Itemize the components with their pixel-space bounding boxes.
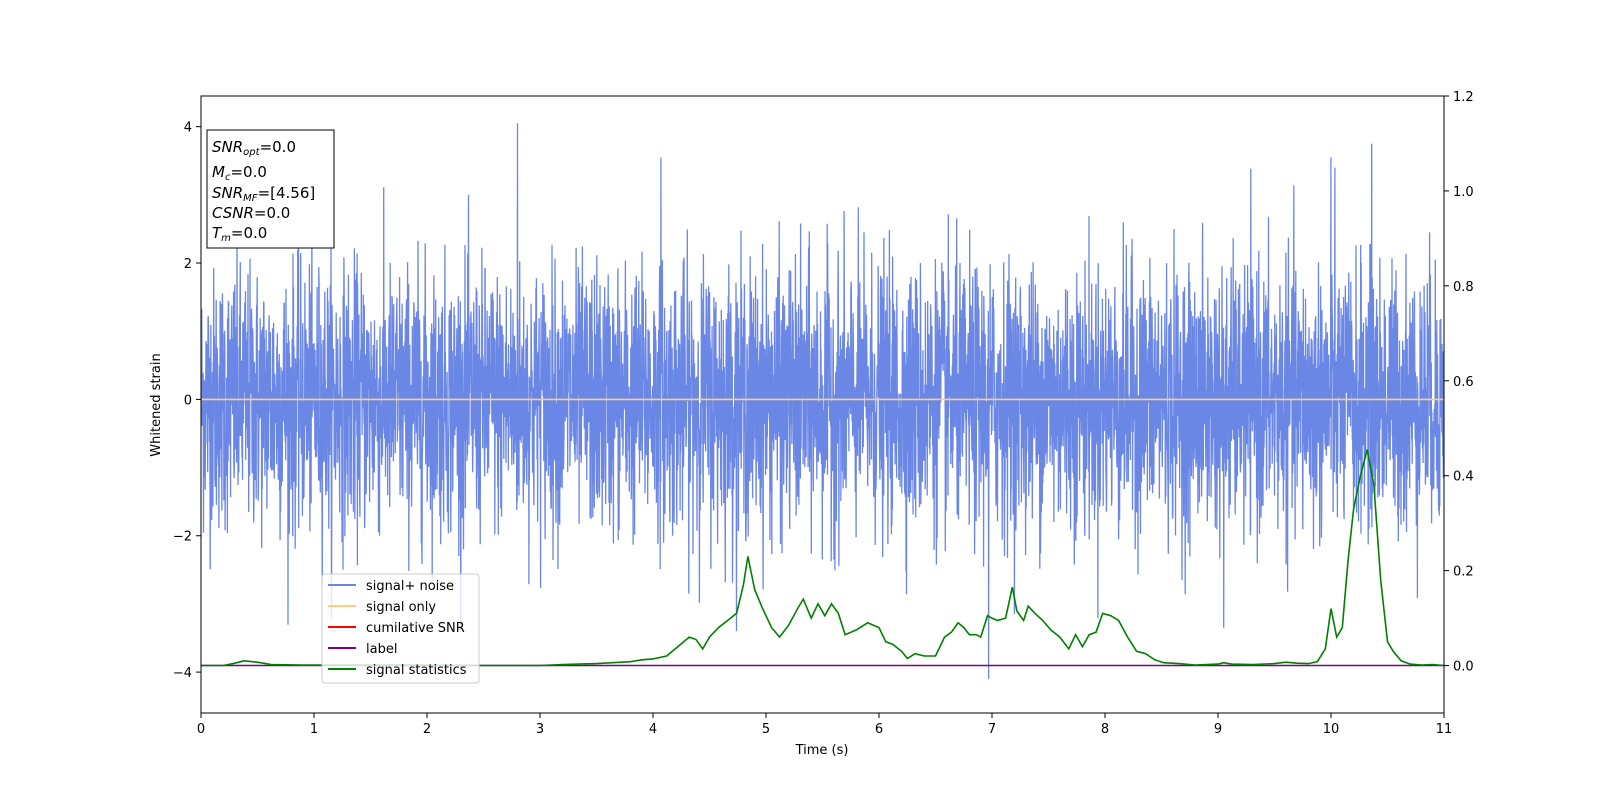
signal-statistics-line <box>201 449 1444 667</box>
y-tick-label: 2 <box>184 257 192 272</box>
x-tick-label: 0 <box>197 722 205 737</box>
x-tick-label: 11 <box>1436 722 1453 737</box>
x-tick-label: 4 <box>649 722 657 737</box>
info-tm: Tm=0.0 <box>212 224 267 244</box>
x-tick-label: 9 <box>1214 722 1222 737</box>
signal-plus-noise-line <box>201 123 1444 679</box>
y-right-tick-label: 0.2 <box>1453 565 1474 580</box>
y-right-tick-label: 0.6 <box>1453 375 1474 390</box>
legend-label: signal+ noise <box>366 579 454 594</box>
signal-plus-noise-series <box>201 123 1444 679</box>
info-box: SNRopt=0.0 Mc=0.0 SNRMF=[4.56] CSNR=0.0 … <box>206 129 335 249</box>
x-tick-label: 7 <box>988 722 996 737</box>
x-tick-label: 2 <box>423 722 431 737</box>
y-tick-label: −4 <box>173 666 192 681</box>
legend: signal+ noise signal only cumilative SNR la… <box>321 573 480 684</box>
y-right-tick-label: 1.0 <box>1453 185 1474 200</box>
x-tick-label: 6 <box>875 722 883 737</box>
legend-label: signal only <box>366 600 436 615</box>
info-csnr: CSNR=0.0 <box>212 204 290 222</box>
plot-frame <box>200 95 1445 714</box>
x-axis-label: Time (s) <box>795 743 849 758</box>
y-right-tick-label: 1.2 <box>1453 90 1474 105</box>
info-snr-opt: SNRopt=0.0 <box>212 138 296 158</box>
y-right-tick-label: 0.8 <box>1453 280 1474 295</box>
y-right-tick-label: 0.0 <box>1453 660 1474 675</box>
legend-label: cumilative SNR <box>366 621 465 636</box>
legend-label: signal statistics <box>366 663 467 678</box>
x-tick-label: 3 <box>536 722 544 737</box>
y-tick-label: 4 <box>184 121 192 136</box>
x-tick-label: 10 <box>1323 722 1340 737</box>
y-tick-label: −2 <box>173 530 192 545</box>
x-tick-label: 1 <box>310 722 318 737</box>
y-tick-label: 0 <box>184 393 192 408</box>
info-mc: Mc=0.0 <box>212 163 267 183</box>
y-axis-label: Whitened strain <box>149 353 164 456</box>
legend-label: label <box>366 642 397 657</box>
x-tick-label: 5 <box>762 722 770 737</box>
x-tick-label: 8 <box>1101 722 1109 737</box>
y-right-tick-label: 0.4 <box>1453 470 1474 485</box>
info-snr-mf: SNRMF=[4.56] <box>212 184 315 204</box>
